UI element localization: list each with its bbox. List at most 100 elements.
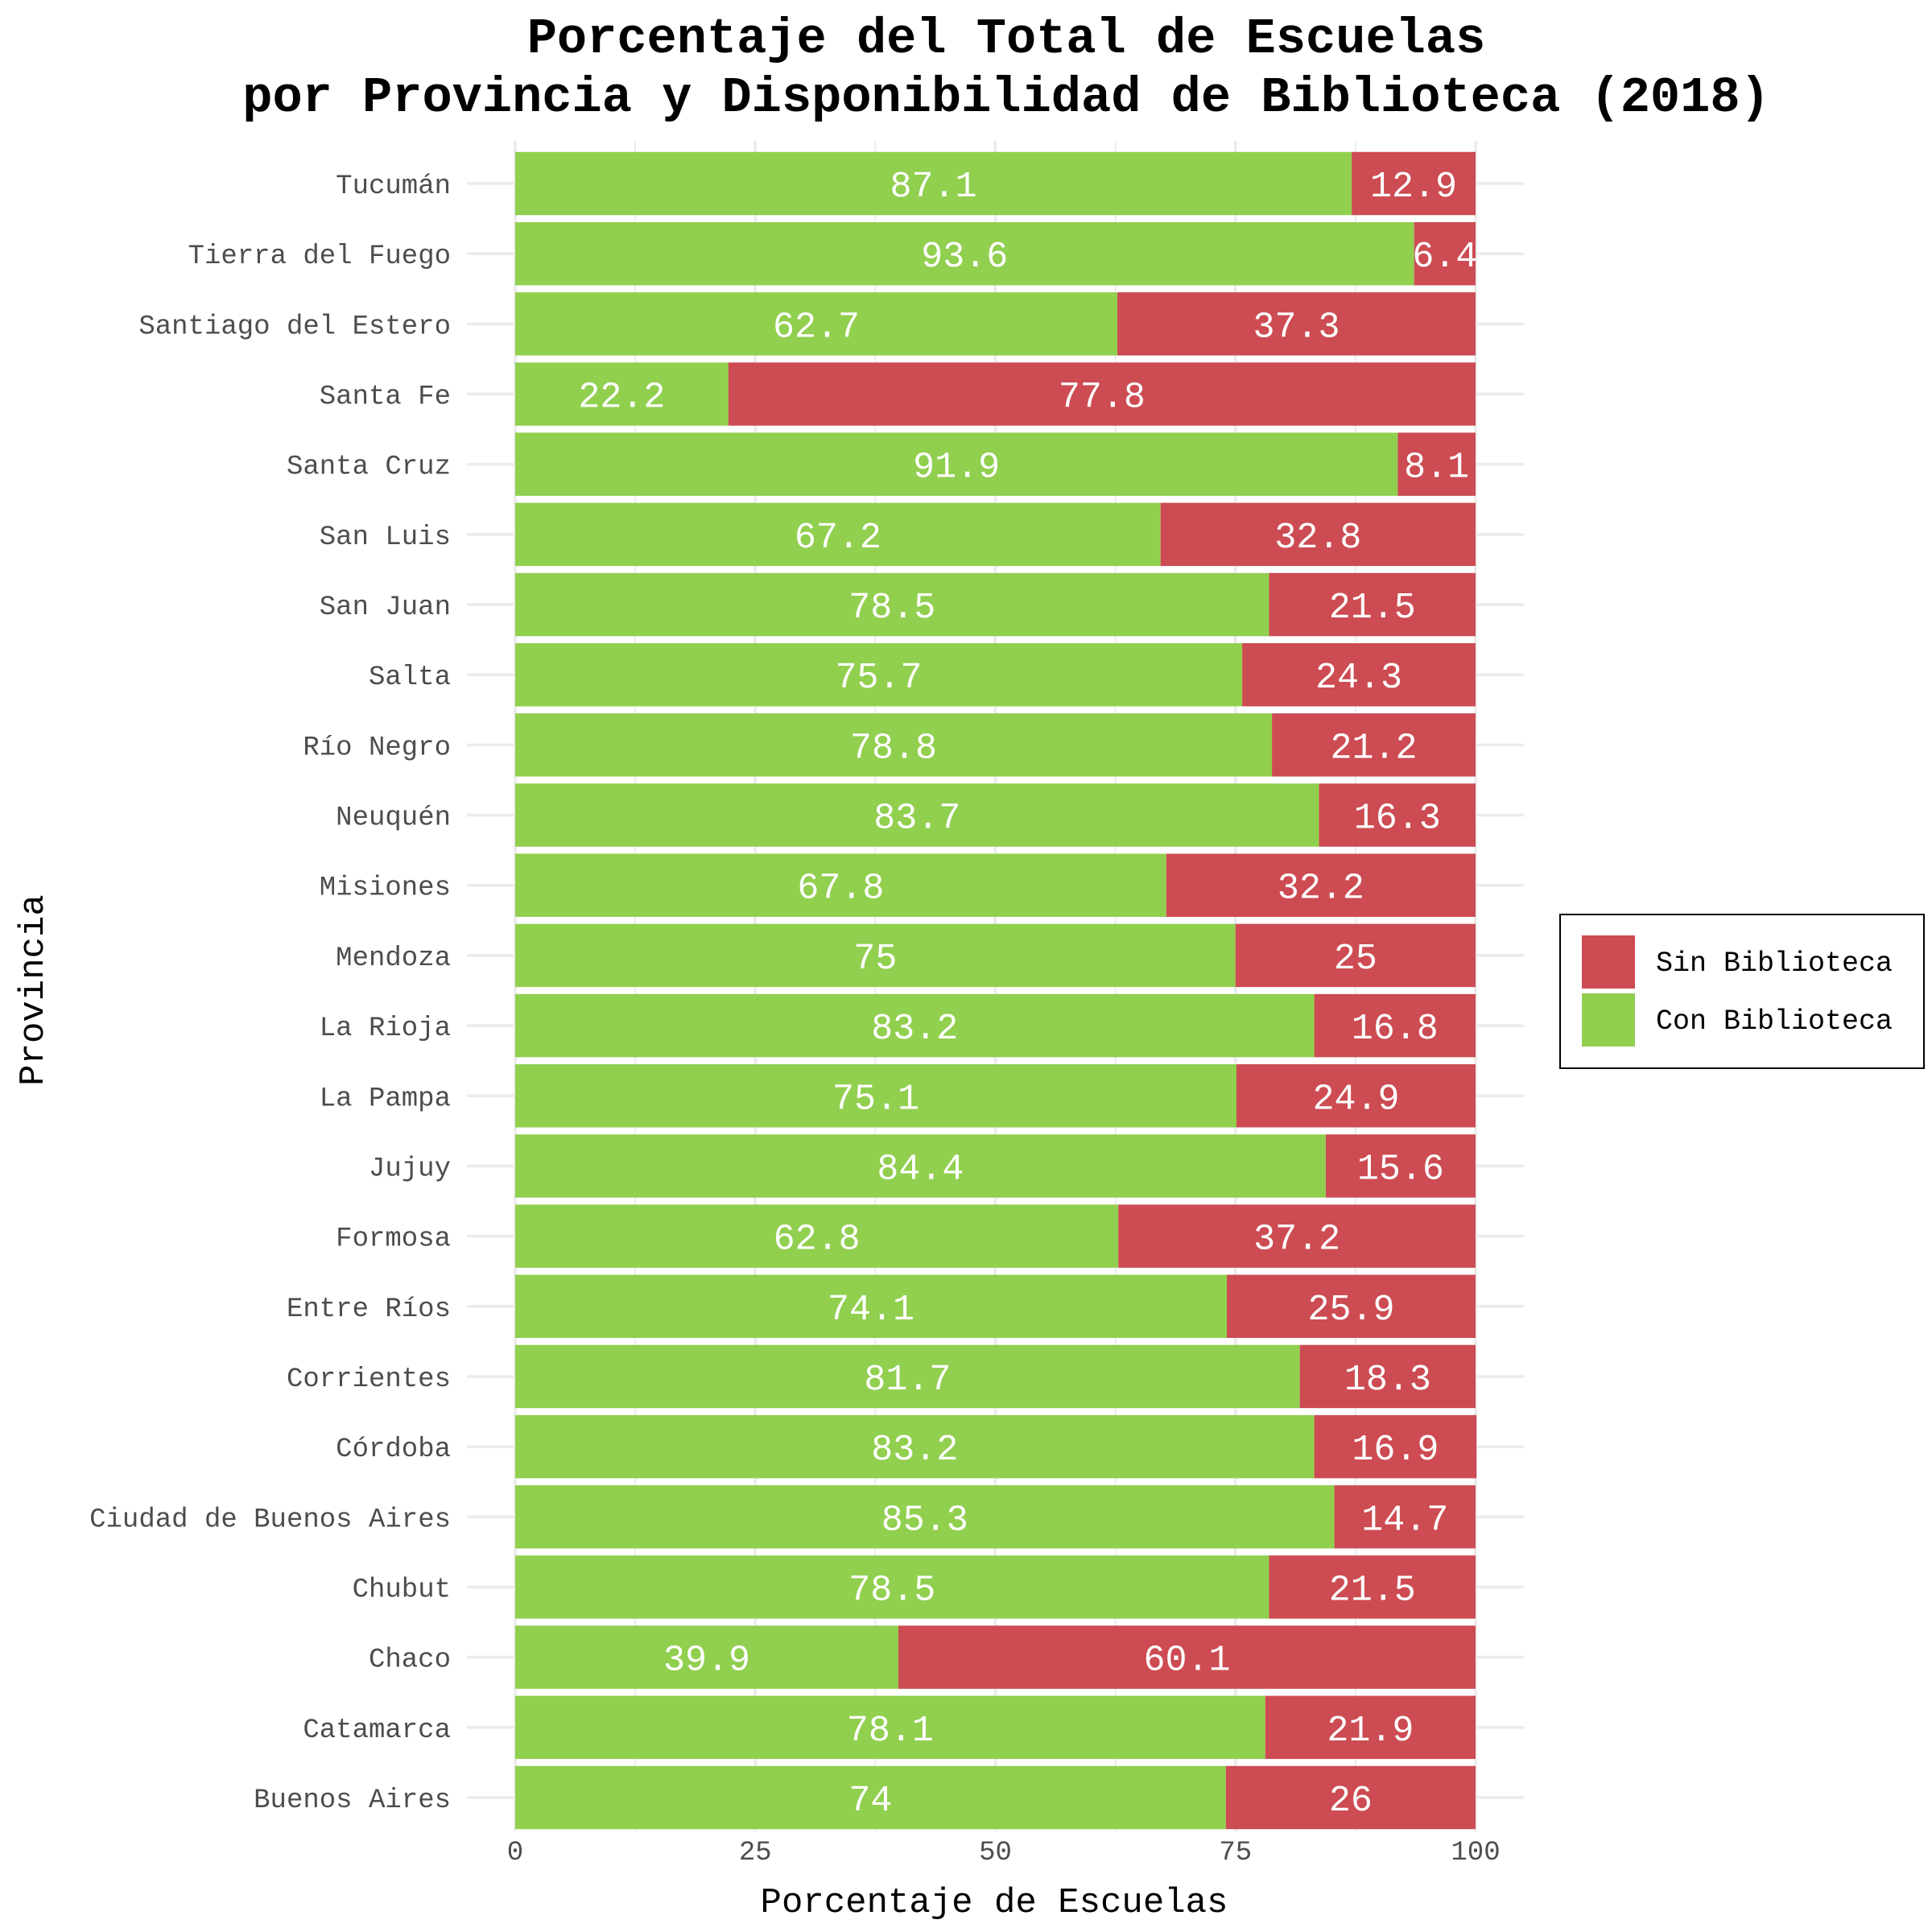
- bar-value-label: 83.2: [871, 1009, 958, 1050]
- y-tick-label: Ciudad de Buenos Aires: [89, 1505, 451, 1535]
- bar-value-label: 8.1: [1404, 448, 1469, 489]
- bar-value-label: 26: [1329, 1781, 1373, 1822]
- bar-segment: [515, 853, 1166, 917]
- bar-segment: [1352, 151, 1476, 216]
- bar-value-label: 24.9: [1312, 1079, 1399, 1120]
- bar-value-label: 32.2: [1278, 869, 1364, 910]
- legend-swatch: [1582, 935, 1635, 989]
- y-tick-label: Tucumán: [336, 171, 451, 202]
- bar-segment: [1334, 1485, 1476, 1549]
- bar-value-label: 78.5: [848, 1570, 935, 1611]
- y-tick-label: Santa Cruz: [287, 452, 451, 483]
- bar-value-label: 91.9: [913, 448, 1000, 489]
- bar-segment: [515, 1134, 1326, 1198]
- bar-value-label: 87.1: [890, 167, 977, 208]
- bar-segment: [1314, 1414, 1477, 1479]
- bar-value-label: 16.9: [1352, 1430, 1439, 1471]
- y-tick-label: Neuquén: [336, 803, 451, 834]
- bar-segment: [1414, 221, 1476, 286]
- y-tick-label: Santa Fe: [320, 382, 451, 413]
- bar-value-label: 74.1: [828, 1290, 914, 1331]
- bar-segment: [515, 783, 1319, 847]
- bar-value-label: 85.3: [881, 1500, 968, 1541]
- bar-segment: [728, 362, 1476, 426]
- bar-segment: [515, 362, 729, 426]
- legend: Sin Biblioteca Con Biblioteca: [1559, 914, 1925, 1069]
- bar-value-label: 81.7: [864, 1360, 951, 1401]
- legend-label: Con Biblioteca: [1656, 1005, 1893, 1038]
- bar-segment: [1269, 572, 1476, 637]
- bar-segment: [515, 1344, 1300, 1409]
- bar-value-label: 78.8: [850, 728, 937, 769]
- bar-segment: [1235, 923, 1476, 988]
- bar-value-label: 21.9: [1327, 1711, 1414, 1752]
- bar-value-label: 16.8: [1352, 1009, 1439, 1050]
- bar-segment: [1118, 1204, 1476, 1268]
- bar-segment: [1272, 713, 1476, 777]
- bar-value-label: 14.7: [1361, 1500, 1448, 1541]
- bar-segment: [1117, 292, 1476, 356]
- y-tick-label: Mendoza: [336, 943, 451, 974]
- bar-segment: [1269, 1555, 1476, 1619]
- y-tick-label: Catamarca: [303, 1715, 451, 1746]
- bar-segment: [515, 572, 1269, 637]
- bar-value-label: 78.5: [848, 588, 935, 629]
- bar-value-label: 83.7: [873, 799, 960, 840]
- bar-segment: [515, 923, 1236, 988]
- bar-segment: [1227, 1274, 1476, 1339]
- bar-value-label: 15.6: [1357, 1149, 1444, 1190]
- x-tick-label: 100: [1451, 1838, 1500, 1868]
- bar-value-label: 6.4: [1412, 237, 1477, 278]
- bar-value-label: 22.2: [578, 378, 665, 419]
- bar-value-label: 67.8: [797, 869, 884, 910]
- bar-value-label: 93.6: [921, 237, 1008, 278]
- bar-value-label: 24.3: [1315, 658, 1402, 699]
- y-tick-label: Formosa: [336, 1224, 451, 1255]
- y-tick-label: Buenos Aires: [254, 1785, 451, 1816]
- bar-segment: [515, 292, 1118, 356]
- bar-value-label: 16.3: [1354, 799, 1441, 840]
- y-axis-title: Provincia: [14, 894, 54, 1086]
- bar-value-label: 74: [848, 1781, 892, 1822]
- x-axis-tick-labels: 0 25 50 75 100: [507, 1838, 1501, 1868]
- bar-segment: [1160, 502, 1476, 567]
- bar-value-label: 75: [853, 939, 897, 980]
- bar-segment: [1397, 432, 1476, 496]
- bar-value-label: 25: [1334, 939, 1377, 980]
- bar-segment: [1242, 642, 1476, 707]
- legend-swatch: [1582, 993, 1635, 1046]
- y-tick-label: Tierra del Fuego: [188, 242, 451, 272]
- bar-value-label: 78.1: [847, 1711, 934, 1752]
- bar-value-label: 75.1: [832, 1079, 919, 1120]
- bar-segment: [1236, 1064, 1476, 1128]
- bar-value-label: 12.9: [1370, 167, 1457, 208]
- bar-value-label: 37.2: [1253, 1220, 1340, 1261]
- y-tick-label: Misiones: [320, 873, 451, 904]
- bar-value-label: 84.4: [877, 1149, 964, 1190]
- y-tick-label: La Pampa: [320, 1084, 451, 1114]
- y-tick-label: Jujuy: [369, 1154, 451, 1184]
- bar-segment: [515, 1765, 1226, 1830]
- y-tick-label: Corrientes: [287, 1364, 451, 1395]
- bar-value-label: 62.8: [774, 1220, 861, 1261]
- y-tick-label: La Rioja: [320, 1013, 451, 1044]
- bar-value-label: 21.5: [1329, 588, 1416, 629]
- bar-segment: [515, 221, 1414, 286]
- bar-segment: [515, 993, 1315, 1058]
- bar-segment: [515, 1625, 899, 1689]
- y-tick-label: San Luis: [320, 522, 451, 553]
- x-tick-label: 50: [979, 1838, 1012, 1868]
- bar-segment: [515, 1555, 1269, 1619]
- y-tick-label: Salta: [369, 663, 451, 693]
- bar-segment: [515, 432, 1398, 496]
- bar-segment: [515, 1274, 1228, 1339]
- bar-segment: [1265, 1695, 1476, 1760]
- bar-segment: [1314, 993, 1476, 1058]
- bar-segment: [515, 713, 1273, 777]
- bar-value-label: 77.8: [1059, 378, 1146, 419]
- bar-segment: [898, 1625, 1476, 1689]
- bar-value-label: 39.9: [663, 1641, 750, 1682]
- bar-value-label: 62.7: [773, 307, 860, 348]
- bar-segment: [1319, 783, 1476, 847]
